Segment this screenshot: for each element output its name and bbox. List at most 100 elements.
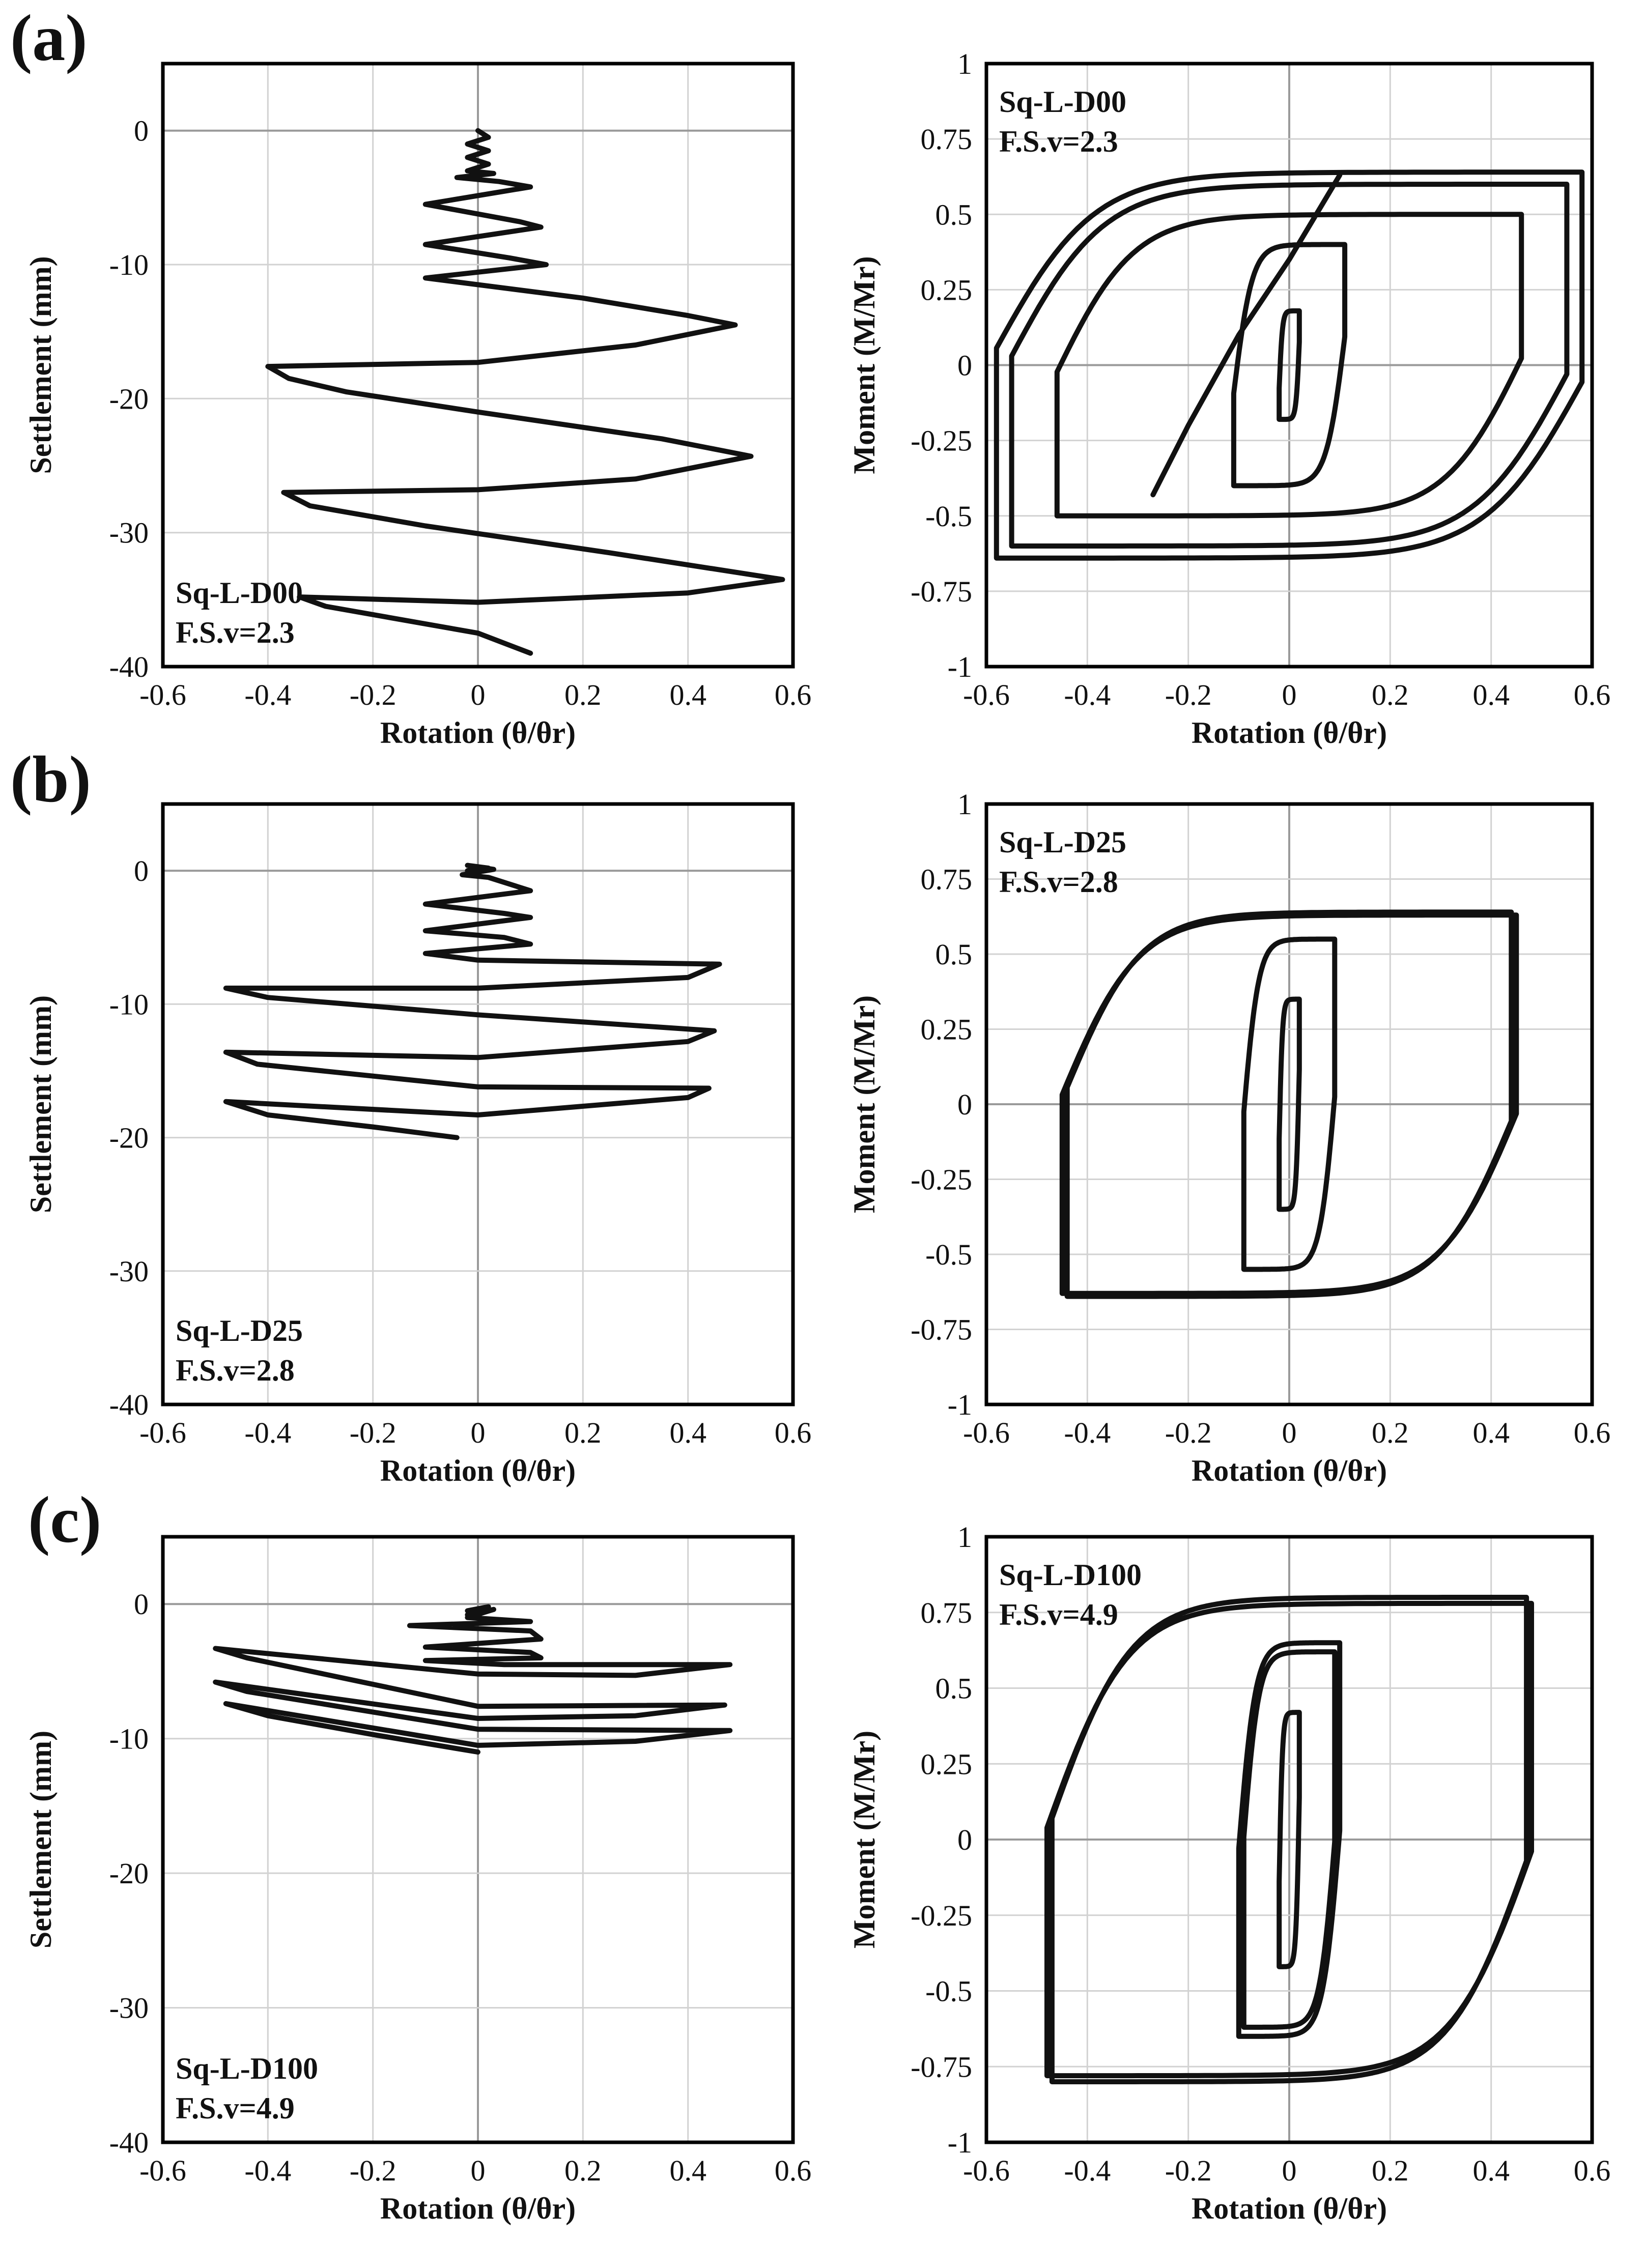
- x-tick-label: -0.2: [1165, 678, 1212, 711]
- y-axis-title: Settlement (mm): [24, 1731, 58, 1948]
- y-tick-label: 0.75: [921, 123, 973, 156]
- y-tick-label: 0: [957, 1088, 972, 1121]
- chart-c-settlement: -0.6 -0.4 -0.2 0 0.2 0.4 0.6 0 -10 -20 -30 -40 Rotat…: [24, 1535, 812, 2225]
- x-tick-label: -0.6: [963, 678, 1010, 711]
- x-tick-label: 0.6: [1574, 678, 1611, 711]
- y-tick-label: -30: [109, 516, 149, 550]
- plot-frame: [161, 62, 795, 669]
- x-tick-label: 0.6: [775, 2154, 812, 2187]
- y-tick-label: 0: [134, 114, 149, 148]
- x-tick-label: -0.6: [963, 2154, 1010, 2187]
- x-tick-label: 0.6: [775, 678, 812, 711]
- x-tick-label: -0.4: [244, 1416, 291, 1449]
- safety-factor-label: F.S.v=4.9: [999, 1598, 1118, 1631]
- y-tick-label: 0.75: [921, 863, 973, 896]
- x-tick-label: 0.2: [1372, 2154, 1409, 2187]
- x-tick-label: 0.2: [564, 678, 602, 711]
- specimen-label: Sq-L-D100: [176, 2052, 318, 2085]
- y-tick-label: -40: [109, 2126, 149, 2159]
- x-axis-title: Rotation (θ/θr): [380, 2192, 576, 2225]
- y-tick-label: 1: [957, 1520, 972, 1554]
- y-tick-label: -0.75: [911, 1313, 972, 1346]
- x-tick-label: 0: [471, 1416, 486, 1449]
- y-tick-label: 0: [957, 349, 972, 382]
- x-tick-label: 0.2: [564, 2154, 602, 2187]
- y-tick-label: -1: [948, 1388, 972, 1421]
- x-tick-label: 0.2: [564, 1416, 602, 1449]
- x-tick-label: 0.4: [669, 2154, 706, 2187]
- series-line-b-moment: [1059, 909, 1519, 1299]
- y-tick-label: 0.25: [921, 1013, 973, 1046]
- x-tick-label: -0.4: [1064, 678, 1111, 711]
- y-tick-label: 1: [957, 788, 972, 821]
- panel-label-b: (b): [10, 743, 91, 816]
- x-tick-label: 0.6: [775, 1416, 812, 1449]
- x-tick-label: 0.4: [669, 1416, 706, 1449]
- y-tick-label: 0.5: [936, 938, 973, 971]
- y-tick-label: -20: [109, 382, 149, 415]
- y-tick-label: -20: [109, 1122, 149, 1155]
- series-line-c-settlement: [213, 1604, 733, 1755]
- series-line-a-settlement: [265, 128, 785, 656]
- x-tick-label: -0.2: [350, 2154, 396, 2187]
- charts-container: -0.6 -0.4 -0.2 0 0.2 0.4 0.60-10-20-30-40Rotat…: [24, 47, 1610, 2225]
- x-tick-label: 0.2: [1372, 678, 1409, 711]
- y-tick-label: -0.25: [911, 424, 972, 457]
- x-tick-label: 0: [1282, 1416, 1297, 1449]
- x-tick-label: -0.2: [1165, 2154, 1212, 2187]
- y-tick-label: -10: [109, 1722, 149, 1756]
- x-axis-title: Rotation (θ/θr): [1192, 2192, 1387, 2225]
- y-tick-label: -20: [109, 1857, 149, 1890]
- specimen-label: Sq-L-D100: [999, 1558, 1142, 1592]
- y-tick-label: 0.5: [936, 198, 973, 231]
- series-line-a-moment: [994, 169, 1585, 561]
- x-tick-label: 0.4: [1472, 678, 1510, 711]
- panel-label-c: (c): [28, 1483, 101, 1557]
- y-tick-label: -1: [948, 2126, 972, 2159]
- y-tick-label: -40: [109, 650, 149, 683]
- plot-frame: [984, 802, 1594, 1406]
- specimen-label: Sq-L-D00: [999, 85, 1126, 119]
- y-tick-label: -30: [109, 1992, 149, 2025]
- y-axis-title: Moment (M/Mr): [847, 995, 881, 1213]
- series-line-c-moment: [1044, 1595, 1534, 2084]
- x-axis-title: Rotation (θ/θr): [1192, 1454, 1387, 1487]
- chart-b-settlement: -0.6 -0.4 -0.2 0 0.2 0.4 0.6 0 -10 -20 -30 -40 Rotat…: [24, 802, 812, 1487]
- panel-label-a: (a): [10, 2, 88, 75]
- safety-factor-label: F.S.v=2.3: [999, 125, 1118, 158]
- x-tick-label: 0: [471, 678, 486, 711]
- x-tick-label: -0.6: [963, 1416, 1010, 1449]
- y-tick-label: -10: [109, 248, 149, 281]
- x-tick-label: 0.4: [1472, 2154, 1510, 2187]
- series-line-b-settlement: [223, 863, 722, 1140]
- y-axis-title: Moment (M/Mr): [847, 256, 881, 474]
- safety-factor-label: F.S.v=4.9: [176, 2091, 295, 2125]
- x-axis-title: Rotation (θ/θr): [380, 716, 576, 750]
- x-tick-label: 0.4: [669, 678, 706, 711]
- y-tick-label: -1: [948, 650, 972, 683]
- y-tick-label: -0.75: [911, 575, 972, 608]
- x-tick-label: 0: [1282, 2154, 1297, 2187]
- x-tick-label: -0.4: [1064, 1416, 1111, 1449]
- safety-factor-label: F.S.v=2.8: [176, 1354, 295, 1387]
- y-tick-label: 0: [134, 1588, 149, 1621]
- plot-frame: [984, 1535, 1594, 2144]
- x-tick-label: 0.6: [1574, 2154, 1611, 2187]
- x-tick-label: 0: [471, 2154, 486, 2187]
- x-axis-title: Rotation (θ/θr): [380, 1454, 576, 1487]
- y-tick-label: 0.25: [921, 1747, 973, 1781]
- chart-c-moment: -0.6 -0.4 -0.2 0 0.2 0.4 0.6 1 0.75 0.5 0.25 0 -0.25…: [847, 1520, 1610, 2225]
- x-tick-label: -0.6: [139, 678, 186, 711]
- safety-factor-label: F.S.v=2.3: [176, 616, 295, 649]
- x-axis-title: Rotation (θ/θr): [1192, 716, 1387, 750]
- safety-factor-label: F.S.v=2.8: [999, 865, 1118, 899]
- chart-a-moment: -0.6 -0.4 -0.2 0 0.2 0.4 0.6 1 0.75 0.5 0.25 0 -0.25…: [847, 47, 1610, 750]
- x-tick-label: 0: [1282, 678, 1297, 711]
- x-tick-label: 0.2: [1372, 1416, 1409, 1449]
- y-tick-label: -30: [109, 1255, 149, 1288]
- y-tick-label: -0.5: [925, 500, 972, 533]
- y-tick-label: -10: [109, 988, 149, 1021]
- y-tick-label: 0.75: [921, 1596, 973, 1629]
- x-tick-label: -0.6: [139, 2154, 186, 2187]
